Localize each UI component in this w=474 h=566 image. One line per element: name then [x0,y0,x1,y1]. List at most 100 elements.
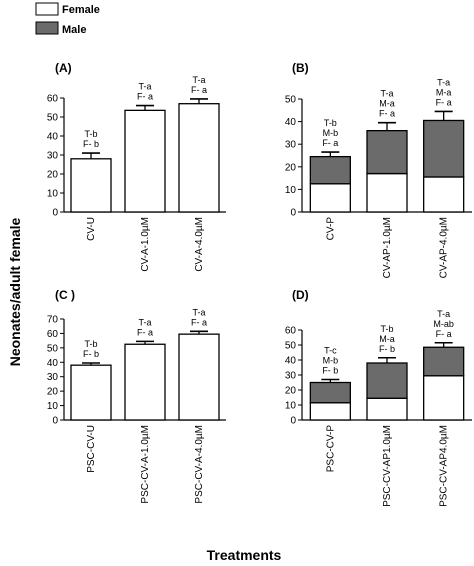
x-tick-label: CV-A-4.0µM [194,217,205,272]
x-tick-label: PSC-CV-AP1.0µM [382,425,393,507]
x-tick-label: CV-P [325,217,336,241]
y-tick-label: 50 [285,95,297,106]
y-tick-label: 50 [47,113,59,124]
significance-label: M-a [436,87,452,97]
bar-male [366,362,408,399]
panel-label: (D) [292,288,309,302]
significance-label: F- b [83,139,99,149]
significance-label: M-a [379,334,395,344]
y-tick-label: 0 [290,416,296,427]
bar-male [309,381,351,404]
y-tick-label: 50 [47,343,59,354]
bar-male [423,119,465,178]
y-tick-label: 70 [47,315,59,326]
bar-female [423,176,465,213]
bar-male [423,346,465,377]
bar-female [309,183,351,213]
y-tick-label: 40 [47,358,59,369]
significance-label: M-b [323,128,339,138]
y-tick-label: 10 [47,401,59,412]
significance-label: T-a [437,77,450,87]
bar-female [70,158,112,213]
y-tick-label: 20 [285,162,297,173]
significance-label: F- b [83,349,99,359]
y-tick-label: 20 [285,386,297,397]
significance-label: M-a [379,99,395,109]
significance-label: T-b [84,339,97,349]
significance-label: T-a [192,75,205,85]
significance-label: F- a [137,327,153,337]
x-tick-label: CV-AP-4.0µM [439,217,450,278]
y-tick-label: 60 [47,94,59,105]
x-tick-label: PSC-CV-U [86,425,97,473]
significance-label: T-a [192,307,205,317]
y-tick-label: 0 [52,208,58,219]
y-tick-label: 40 [285,117,297,128]
bar-female [178,103,220,213]
significance-label: F- a [191,317,207,327]
y-tick-label: 30 [47,151,59,162]
x-tick-label: PSC-CV-A-4.0µM [194,425,205,504]
y-tick-label: 30 [285,371,297,382]
x-tick-label: CV-A-1.0µM [140,217,151,272]
significance-label: F- b [322,366,338,376]
bar-female [124,109,166,213]
bar-male [366,129,408,175]
y-tick-label: 30 [47,372,59,383]
y-tick-label: 0 [52,416,58,427]
y-tick-label: 20 [47,170,59,181]
significance-label: F- a [137,92,153,102]
y-axis-title: Neonates/adult female [7,217,23,366]
y-tick-label: 0 [290,208,296,219]
y-tick-label: 60 [285,326,297,337]
bar-male [309,155,351,185]
x-tick-label: PSC-CV-AP4.0µM [439,425,450,507]
x-tick-label: PSC-CV-P [325,425,336,473]
y-tick-label: 30 [285,140,297,151]
significance-label: F- a [436,97,452,107]
y-tick-label: 20 [47,387,59,398]
panel-label: (B) [292,61,309,75]
significance-label: T-b [324,118,337,128]
significance-label: F- a [322,138,338,148]
significance-label: F- b [379,344,395,354]
significance-label: M-ab [433,319,454,329]
significance-label: F- a [191,85,207,95]
legend-label-female: Female [62,4,100,16]
significance-label: F- a [436,329,452,339]
significance-label: M-b [323,356,339,366]
panel-label: (A) [55,61,72,75]
bar-female [366,397,408,421]
legend: Female Male [35,2,100,36]
significance-label: F- a [379,109,395,119]
significance-label: T-c [324,346,337,356]
bar-female [124,343,166,421]
bar-female [366,172,408,213]
y-tick-label: 50 [285,341,297,352]
bar-female [70,364,112,421]
x-tick-label: PSC-CV-A-1.0µM [140,425,151,504]
significance-label: T-a [437,309,450,319]
y-tick-label: 40 [47,132,59,143]
significance-label: T-a [138,317,151,327]
x-tick-label: CV-AP-1.0µM [382,217,393,278]
y-tick-label: 40 [285,356,297,367]
y-tick-label: 10 [285,401,297,412]
legend-swatch-male [35,21,59,35]
y-tick-label: 10 [47,189,59,200]
legend-label-male: Male [62,24,86,36]
significance-label: T-b [84,129,97,139]
panel-label: (C ) [55,288,75,302]
x-tick-label: CV-U [86,217,97,241]
y-tick-label: 60 [47,329,59,340]
x-axis-title: Treatments [207,547,282,563]
bar-female [309,402,351,421]
significance-label: T-b [380,324,393,334]
significance-label: T-a [380,89,393,99]
bar-female [423,375,465,421]
